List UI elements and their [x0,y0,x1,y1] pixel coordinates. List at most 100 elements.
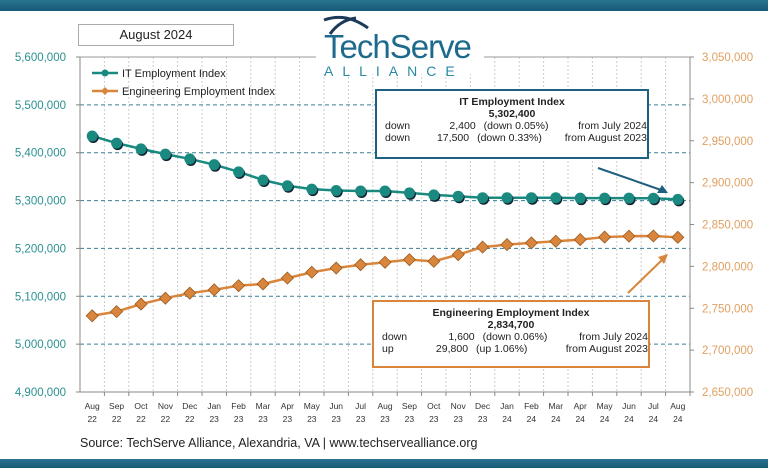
it-data-point [184,153,196,165]
logo-line2: ALLIANCE [324,63,464,79]
x-axis-label: Sep [109,401,124,411]
eng-data-point [329,261,343,275]
it-data-point [330,185,342,197]
x-axis-label: 24 [502,414,512,424]
it-data-point [525,192,537,204]
x-axis-label: Aug [670,401,685,411]
direction: down [385,120,411,132]
x-axis-label: 22 [136,414,146,424]
x-axis-label: 24 [551,414,561,424]
eng-box-row: down 1,600 (down 0.06%) from July 2024 [382,331,648,343]
right-axis-label: 2,900,000 [702,178,753,190]
x-axis-label: 23 [453,414,463,424]
direction: down [385,132,411,144]
left-axis-label: 4,900,000 [15,387,66,399]
x-axis-label: Nov [158,401,174,411]
eng-box-value: 2,834,700 [487,319,535,331]
x-axis-label: 23 [478,414,488,424]
arrowhead-icon [657,185,668,193]
right-axis-label: 2,800,000 [702,261,753,273]
x-axis-label: Jul [648,401,659,411]
x-axis-label: Jun [622,401,636,411]
x-axis-label: Nov [451,401,467,411]
left-axis-label: 5,200,000 [15,243,66,255]
x-axis-label: 22 [161,414,171,424]
eng-data-point [500,238,514,252]
x-axis-label: Jan [500,401,514,411]
x-axis-label: Aug [377,401,392,411]
eng-data-point [232,279,246,293]
amount: 29,800 [435,343,469,355]
right-axis-label: 3,000,000 [702,94,753,106]
it-data-point [647,192,659,204]
x-axis-label: Dec [182,401,198,411]
eng-data-point [158,291,172,305]
eng-data-point [622,229,636,243]
x-axis-label: 23 [258,414,268,424]
it-data-point [111,137,123,149]
x-axis-label: Jul [355,401,366,411]
it-box-row: down 17,500 (down 0.33%) from August 2023 [385,132,647,144]
right-axis-label: 2,700,000 [702,345,753,357]
it-data-point [281,180,293,192]
right-axis-label: 3,050,000 [702,52,753,64]
right-axis-label: 2,750,000 [702,303,753,315]
eng-box-title: Engineering Employment Index [432,307,590,319]
it-box-value: 5,302,400 [488,108,536,120]
footer-bar [0,459,768,468]
eng-data-point [110,305,124,319]
percent: (down 0.33%) [477,132,542,144]
x-axis-label: 24 [673,414,683,424]
x-axis-label: Jan [207,401,221,411]
x-axis-label: 23 [307,414,317,424]
x-axis-label: 23 [209,414,219,424]
it-data-point [208,159,220,171]
it-data-point [355,185,367,197]
header-bar [0,0,768,11]
eng-data-point [134,297,148,311]
x-axis-label: 23 [356,414,366,424]
left-axis-label: 5,100,000 [15,291,66,303]
x-axis-label: Oct [427,401,441,411]
it-data-point [403,187,415,199]
percent: (down 0.05%) [483,120,549,132]
eng-data-point [427,254,441,268]
x-axis-label: May [304,401,321,411]
x-axis-label: Jun [329,401,343,411]
eng-data-point [671,230,685,244]
eng-data-point [354,258,368,272]
it-summary-box: IT Employment Index 5,302,400 down 2,400(… [375,89,649,159]
left-axis-label: 5,000,000 [15,339,66,351]
eng-callout-arrow [627,257,665,294]
amount: 1,600 [448,331,475,343]
x-axis-label: 22 [185,414,195,424]
direction: down [382,331,408,343]
eng-data-point [305,265,319,279]
amount: 2,400 [449,120,476,132]
from-period: from July 2024 [578,120,647,132]
it-data-point [257,174,269,186]
it-data-point [574,192,586,204]
eng-data-point [402,253,416,267]
left-axis-label: 5,500,000 [15,100,66,112]
it-data-point [550,192,562,204]
legend-label: IT Employment Index [122,68,226,80]
eng-summary-box: Engineering Employment Index 2,834,700 d… [372,300,650,368]
right-axis-label: 2,950,000 [702,136,753,148]
it-data-point [306,183,318,195]
eng-data-point [183,286,197,300]
x-axis-label: Apr [281,401,294,411]
x-axis-label: 23 [234,414,244,424]
x-axis-label: May [597,401,614,411]
x-axis-label: Apr [574,401,587,411]
it-data-point [501,192,513,204]
x-axis-label: 23 [283,414,293,424]
eng-data-point [451,248,465,262]
x-axis-label: 24 [527,414,537,424]
eng-data-point [256,277,270,291]
legend-diamond-icon [101,87,109,95]
eng-data-point [524,236,538,250]
it-data-point [672,193,684,205]
eng-data-point [573,233,587,247]
x-axis-label: 24 [575,414,585,424]
